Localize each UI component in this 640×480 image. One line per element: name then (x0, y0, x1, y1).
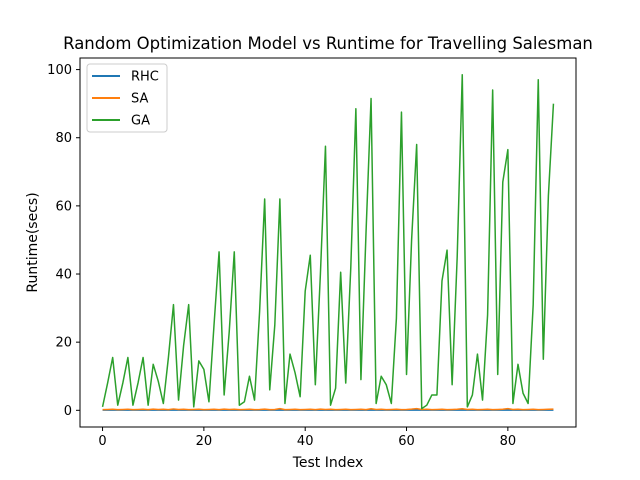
y-tick-label: 100 (47, 63, 72, 78)
series-line-ga (101, 73, 555, 410)
y-tick-label: 80 (55, 131, 72, 146)
x-axis: 0 20 40 60 80 (98, 427, 516, 449)
legend: RHC SA GA (86, 63, 168, 133)
chart-title: Random Optimization Model vs Runtime for… (63, 34, 593, 53)
x-tick-label: 20 (196, 434, 213, 449)
plot-frame (79, 57, 577, 428)
legend-label-sa: SA (131, 92, 148, 107)
x-tick-label: 80 (500, 434, 517, 449)
series-line-sa (102, 407, 554, 411)
y-tick-label: 40 (55, 268, 72, 283)
x-tick-label: 40 (297, 434, 314, 449)
legend-frame (86, 63, 168, 133)
x-tick-label: 60 (398, 434, 415, 449)
y-tick-label: 0 (64, 404, 72, 419)
y-tick-label: 20 (55, 336, 72, 351)
x-tick-label: 0 (98, 434, 106, 449)
y-axis-label: Runtime(secs) (25, 192, 41, 292)
y-tick-label: 60 (55, 199, 72, 214)
series-layer (101, 73, 555, 411)
y-axis: 0 20 40 60 80 100 (47, 63, 80, 419)
x-axis-label: Test Index (292, 455, 364, 471)
legend-label-rhc: RHC (131, 70, 159, 85)
legend-label-ga: GA (131, 114, 150, 129)
